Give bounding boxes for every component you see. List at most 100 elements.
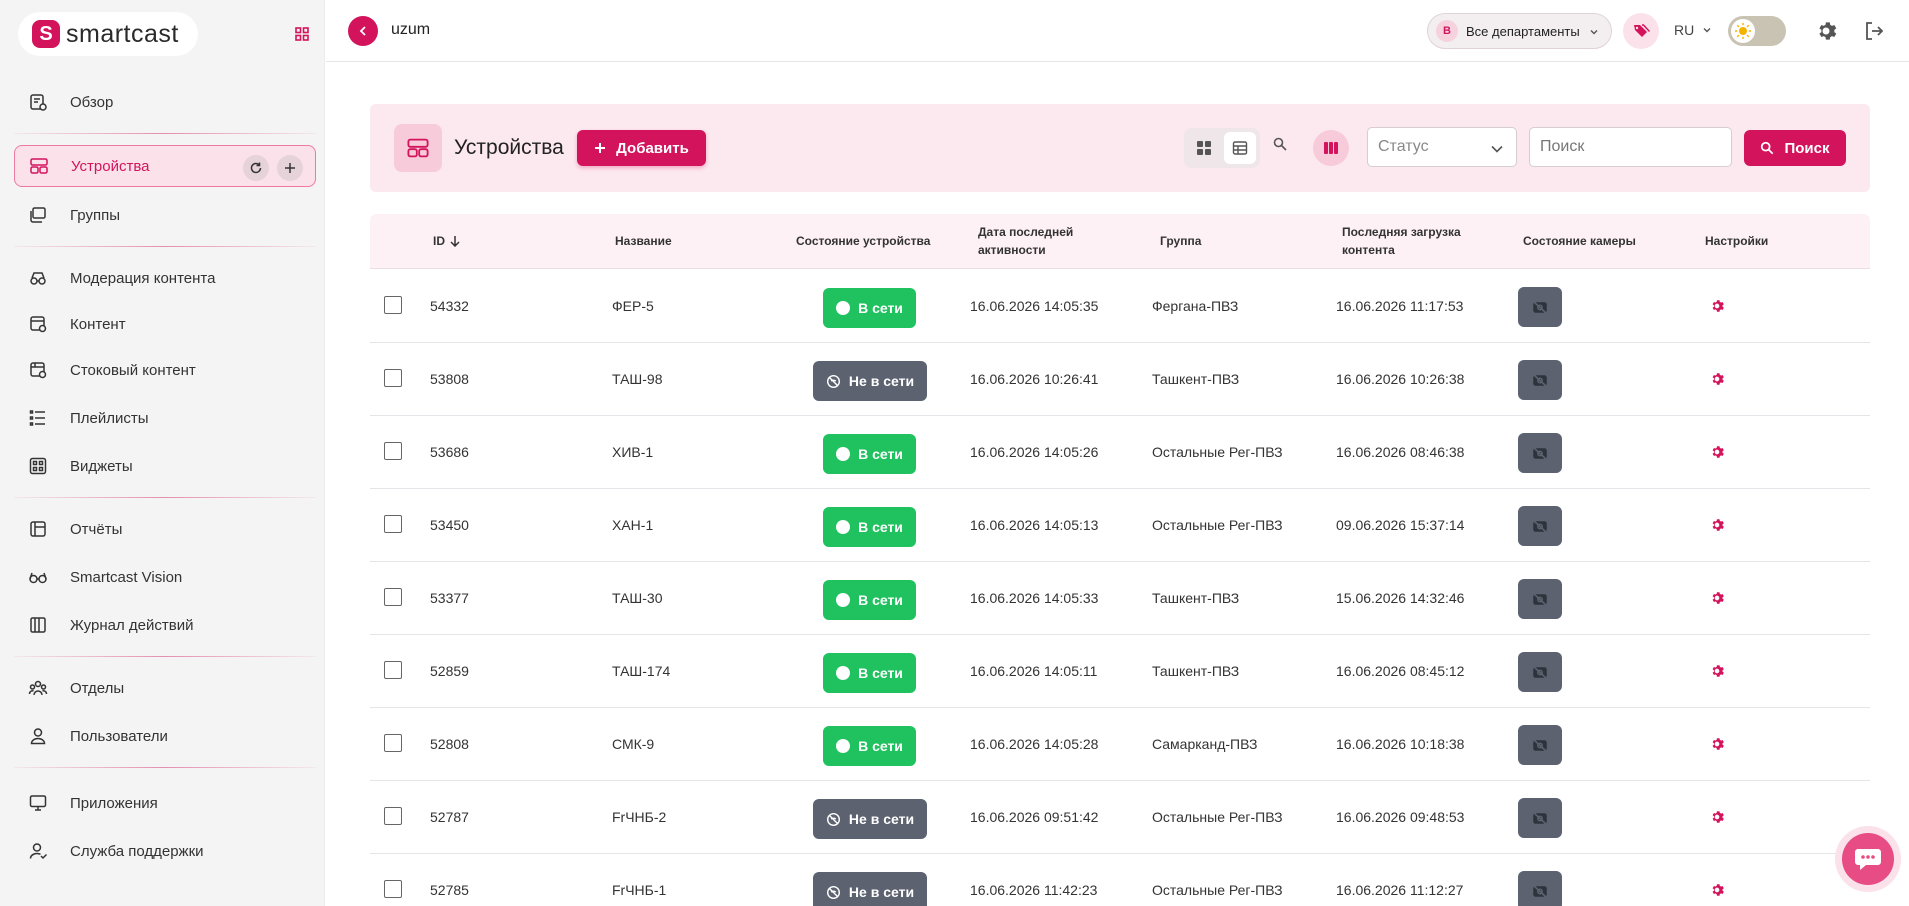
sidebar-item-playlists[interactable]: Плейлисты (14, 397, 316, 439)
sidebar-item-devices[interactable]: Устройства (14, 145, 316, 187)
sidebar-item-stock-content[interactable]: Стоковый контент (14, 349, 316, 391)
cell-name: ТАШ-30 (612, 590, 663, 606)
row-settings-gear-icon[interactable] (1709, 736, 1725, 752)
column-header-name[interactable]: Название (615, 234, 672, 248)
row-settings-gear-icon[interactable] (1709, 590, 1725, 606)
add-device-button[interactable] (277, 155, 303, 181)
add-device-button[interactable]: Добавить (577, 130, 706, 166)
search-zoom-icon[interactable] (1272, 136, 1288, 152)
column-header-group[interactable]: Группа (1160, 234, 1202, 248)
cell-id: 52787 (430, 809, 469, 825)
sidebar-item-journal[interactable]: Журнал действий (14, 604, 316, 646)
column-header-last-activity[interactable]: Дата последней активности (978, 223, 1073, 259)
column-header-last-load[interactable]: Последняя загрузка контента (1342, 223, 1461, 259)
divider (14, 767, 316, 768)
online-dot-icon (836, 739, 851, 753)
camera-status-button[interactable] (1518, 798, 1562, 838)
row-settings-gear-icon[interactable] (1709, 882, 1725, 898)
sidebar-item-groups[interactable]: Группы (14, 194, 316, 236)
row-settings-gear-icon[interactable] (1709, 444, 1725, 460)
apps-icon (29, 795, 47, 811)
tags-button[interactable] (1623, 13, 1659, 49)
search-button[interactable]: Поиск (1744, 130, 1846, 166)
cell-group: Ташкент-ПВЗ (1152, 663, 1240, 679)
table-row[interactable]: 53377 ТАШ-30 В сети 16.06.2026 14:05:33 Ташк… (370, 562, 1870, 635)
status-label: В сети (858, 300, 903, 316)
status-select[interactable]: Статус (1367, 127, 1517, 167)
cell-id: 54332 (430, 298, 469, 314)
row-checkbox[interactable] (384, 296, 402, 314)
logo[interactable]: S smartcast (18, 12, 198, 56)
search-input[interactable] (1529, 127, 1732, 167)
row-checkbox[interactable] (384, 734, 402, 752)
sidebar-item-vision[interactable]: Smartcast Vision (14, 556, 316, 598)
sidebar-item-apps[interactable]: Приложения (14, 782, 316, 824)
column-header-id[interactable]: ID (433, 232, 461, 250)
sidebar-item-users[interactable]: Пользователи (14, 715, 316, 757)
back-button[interactable] (348, 16, 378, 46)
row-checkbox[interactable] (384, 807, 402, 825)
camera-status-button[interactable] (1518, 506, 1562, 546)
sidebar-item-label: Служба поддержки (70, 842, 204, 860)
row-checkbox[interactable] (384, 661, 402, 679)
camera-status-button[interactable] (1518, 287, 1562, 327)
columns-button[interactable] (1313, 130, 1349, 166)
search-icon (1761, 141, 1774, 155)
cell-group: Остальные Рег-ПВЗ (1152, 809, 1283, 825)
sidebar-item-widgets[interactable]: Виджеты (14, 445, 316, 487)
sidebar-item-content[interactable]: Контент (14, 303, 316, 345)
refresh-button[interactable] (243, 155, 269, 181)
table-row[interactable]: 52785 FrЧНБ-1 Не в сети 16.06.2026 11:42:23… (370, 854, 1870, 906)
sidebar-toggle-icon[interactable] (294, 26, 310, 42)
row-settings-gear-icon[interactable] (1709, 517, 1725, 533)
sidebar-item-reports[interactable]: Отчёты (14, 508, 316, 550)
camera-off-icon (1532, 446, 1548, 461)
row-checkbox[interactable] (384, 880, 402, 898)
camera-status-button[interactable] (1518, 871, 1562, 906)
table-row[interactable]: 54332 ФЕР-5 В сети 16.06.2026 14:05:35 Ферга… (370, 270, 1870, 343)
column-header-state[interactable]: Состояние устройства (796, 234, 931, 248)
row-checkbox[interactable] (384, 369, 402, 387)
department-select[interactable]: В Все департаменты (1427, 13, 1612, 49)
status-badge: В сети (823, 507, 916, 547)
sidebar-item-label: Пользователи (70, 727, 168, 745)
language-label: RU (1674, 22, 1695, 38)
row-settings-gear-icon[interactable] (1709, 809, 1725, 825)
sidebar-item-overview[interactable]: Обзор (14, 81, 316, 123)
chat-button[interactable] (1835, 826, 1901, 892)
sidebar-item-label: Smartcast Vision (70, 568, 183, 586)
sidebar-item-support[interactable]: Служба поддержки (14, 830, 316, 872)
row-checkbox[interactable] (384, 442, 402, 460)
department-label: Все департаменты (1466, 23, 1580, 39)
settings-gear-icon[interactable] (1814, 19, 1838, 43)
table-row[interactable]: 52808 СМК-9 В сети 16.06.2026 14:05:28 Самар… (370, 708, 1870, 781)
sidebar-item-label: Приложения (70, 794, 158, 812)
row-settings-gear-icon[interactable] (1709, 371, 1725, 387)
table-row[interactable]: 52859 ТАШ-174 В сети 16.06.2026 14:05:11 Таш… (370, 635, 1870, 708)
row-settings-gear-icon[interactable] (1709, 298, 1725, 314)
table-row[interactable]: 52787 FrЧНБ-2 Не в сети 16.06.2026 09:51:42… (370, 781, 1870, 854)
row-checkbox[interactable] (384, 515, 402, 533)
camera-status-button[interactable] (1518, 579, 1562, 619)
row-checkbox[interactable] (384, 588, 402, 606)
column-header-camera[interactable]: Состояние камеры (1523, 234, 1636, 248)
table-row[interactable]: 53686 ХИВ-1 В сети 16.06.2026 14:05:26 Остал… (370, 416, 1870, 489)
view-mode-toggle (1184, 128, 1260, 168)
row-settings-gear-icon[interactable] (1709, 663, 1725, 679)
grid-view-button[interactable] (1188, 132, 1220, 164)
camera-status-button[interactable] (1518, 725, 1562, 765)
camera-status-button[interactable] (1518, 652, 1562, 692)
cell-last-load: 16.06.2026 10:18:38 (1336, 736, 1465, 752)
sidebar-item-departments[interactable]: Отделы (14, 667, 316, 709)
column-label: Дата последней (978, 225, 1074, 239)
camera-status-button[interactable] (1518, 433, 1562, 473)
logout-icon[interactable] (1862, 19, 1886, 43)
language-select[interactable]: RU (1674, 22, 1712, 38)
table-row[interactable]: 53450 ХАН-1 В сети 16.06.2026 14:05:13 Остал… (370, 489, 1870, 562)
chevron-left-icon (359, 26, 366, 36)
table-view-button[interactable] (1224, 132, 1256, 164)
camera-status-button[interactable] (1518, 360, 1562, 400)
sidebar-item-moderation[interactable]: Модерация контента (14, 257, 316, 299)
table-row[interactable]: 53808 ТАШ-98 Не в сети 16.06.2026 10:26:41 Т… (370, 343, 1870, 416)
theme-toggle[interactable] (1728, 16, 1786, 46)
